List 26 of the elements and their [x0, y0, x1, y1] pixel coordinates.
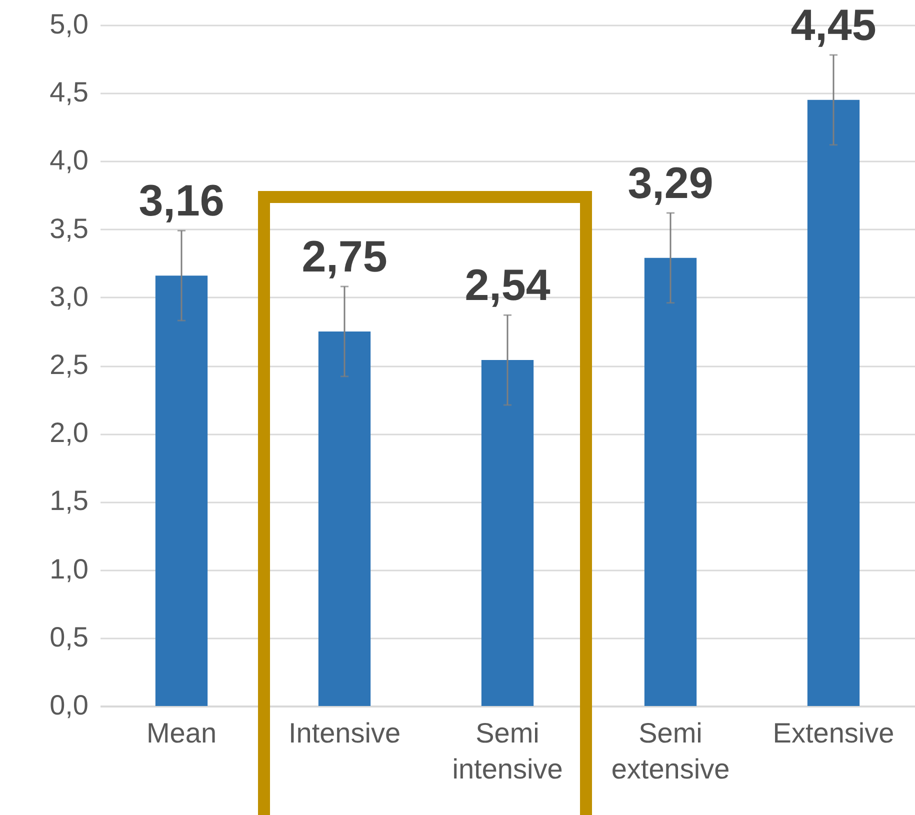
- data-label: 3,29: [628, 158, 714, 208]
- bar: [481, 360, 534, 706]
- data-label: 3,16: [138, 176, 224, 226]
- data-label: 4,45: [790, 0, 876, 50]
- y-tick-label: 0,0: [50, 690, 88, 720]
- y-tick-label: 2,0: [50, 417, 88, 448]
- y-tick-label: 1,5: [50, 485, 88, 516]
- x-tick-label: Extensive: [772, 718, 894, 748]
- x-tick-label: Semi extensive: [611, 718, 730, 784]
- bar: [644, 258, 697, 706]
- y-tick-label: 3,5: [50, 212, 88, 244]
- bar: [807, 100, 860, 706]
- y-tick-label: 4,5: [50, 76, 88, 108]
- data-label: 2,54: [464, 261, 551, 310]
- bar: [318, 331, 371, 706]
- bar: [155, 276, 208, 706]
- y-tick-label: 0,5: [50, 621, 88, 652]
- y-tick-label: 2,5: [50, 349, 88, 380]
- x-tick-label: Intensive: [288, 718, 401, 748]
- y-tick-label: 1,0: [50, 553, 88, 584]
- y-tick-label: 5,0: [50, 8, 88, 40]
- y-tick-label: 3,0: [50, 280, 88, 312]
- data-label: 2,75: [302, 232, 388, 282]
- x-tick-label: Mean: [146, 718, 217, 748]
- x-tick-label: Semi intensive: [452, 718, 563, 784]
- y-tick-label: 4,0: [50, 144, 88, 176]
